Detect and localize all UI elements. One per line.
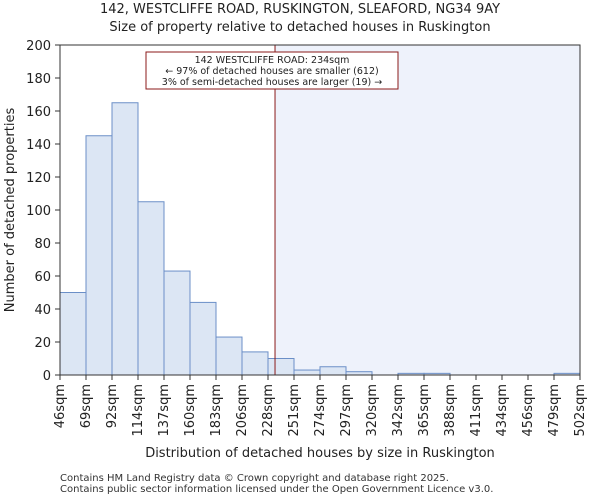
x-tick-label-46sqm: 46sqm bbox=[53, 384, 68, 428]
y-tick-label-20: 20 bbox=[34, 336, 51, 351]
y-tick-label-0: 0 bbox=[43, 369, 51, 384]
chart-subtitle: Size of property relative to detached ho… bbox=[109, 20, 491, 35]
y-tick-label-40: 40 bbox=[34, 303, 51, 318]
x-tick-label-411sqm: 411sqm bbox=[469, 384, 484, 437]
y-tick-label-160: 160 bbox=[26, 105, 51, 120]
bar-228sqm bbox=[267, 358, 295, 376]
bar-46sqm bbox=[59, 292, 87, 376]
x-tick-label-456sqm: 456sqm bbox=[521, 384, 536, 437]
x-tick-label-183sqm: 183sqm bbox=[209, 384, 224, 437]
bar-92sqm bbox=[111, 102, 139, 376]
x-tick-label-92sqm: 92sqm bbox=[105, 384, 120, 428]
bar-251sqm bbox=[293, 369, 321, 376]
bar-206sqm bbox=[241, 351, 269, 376]
bar-183sqm bbox=[215, 336, 243, 376]
bar-274sqm bbox=[319, 366, 347, 376]
x-tick-label-320sqm: 320sqm bbox=[365, 384, 380, 437]
y-tick-label-120: 120 bbox=[26, 171, 51, 186]
x-tick-label-206sqm: 206sqm bbox=[235, 384, 250, 437]
chart-title: 142, WESTCLIFFE ROAD, RUSKINGTON, SLEAFO… bbox=[99, 2, 501, 17]
x-tick-label-228sqm: 228sqm bbox=[261, 384, 276, 437]
annotation-line-2: ← 97% of detached houses are smaller (61… bbox=[165, 66, 378, 77]
y-axis-label: Number of detached properties bbox=[3, 108, 18, 313]
x-tick-label-342sqm: 342sqm bbox=[391, 384, 406, 437]
y-tick-label-100: 100 bbox=[26, 204, 51, 219]
x-tick-label-114sqm: 114sqm bbox=[131, 384, 146, 437]
x-tick-label-502sqm: 502sqm bbox=[573, 384, 588, 437]
annotation-line-1: 142 WESTCLIFFE ROAD: 234sqm bbox=[195, 55, 350, 66]
x-tick-label-434sqm: 434sqm bbox=[495, 384, 510, 437]
y-tick-label-200: 200 bbox=[26, 39, 51, 54]
x-tick-label-274sqm: 274sqm bbox=[313, 384, 328, 437]
bar-69sqm bbox=[85, 135, 113, 376]
x-tick-label-365sqm: 365sqm bbox=[417, 384, 432, 437]
highlight-region bbox=[275, 45, 580, 375]
histogram-chart: 0 20 40 60 80 100 120 140 160 180 200 46sqm 69sqm 92s… bbox=[3, 39, 588, 461]
x-tick-label-297sqm: 297sqm bbox=[339, 384, 354, 437]
bar-114sqm bbox=[137, 201, 165, 376]
x-tick-label-388sqm: 388sqm bbox=[443, 384, 458, 437]
annotation-box bbox=[145, 51, 399, 90]
y-tick-label-80: 80 bbox=[34, 237, 51, 252]
x-axis-label: Distribution of detached houses by size … bbox=[145, 446, 495, 461]
x-tick-label-69sqm: 69sqm bbox=[79, 384, 94, 428]
x-tick-label-479sqm: 479sqm bbox=[547, 384, 562, 437]
x-tick-label-137sqm: 137sqm bbox=[157, 384, 172, 437]
annotation-line-3: 3% of semi-detached houses are larger (1… bbox=[162, 77, 382, 88]
footer-line-2: Contains public sector information licen… bbox=[60, 484, 494, 495]
y-tick-label-180: 180 bbox=[26, 72, 51, 87]
bar-160sqm bbox=[189, 301, 217, 376]
x-tick-label-160sqm: 160sqm bbox=[183, 384, 198, 437]
y-tick-label-60: 60 bbox=[34, 270, 51, 285]
bar-137sqm bbox=[163, 270, 191, 376]
y-tick-label-140: 140 bbox=[26, 138, 51, 153]
x-tick-label-251sqm: 251sqm bbox=[287, 384, 302, 437]
footer-line-1: Contains HM Land Registry data © Crown c… bbox=[60, 473, 449, 484]
